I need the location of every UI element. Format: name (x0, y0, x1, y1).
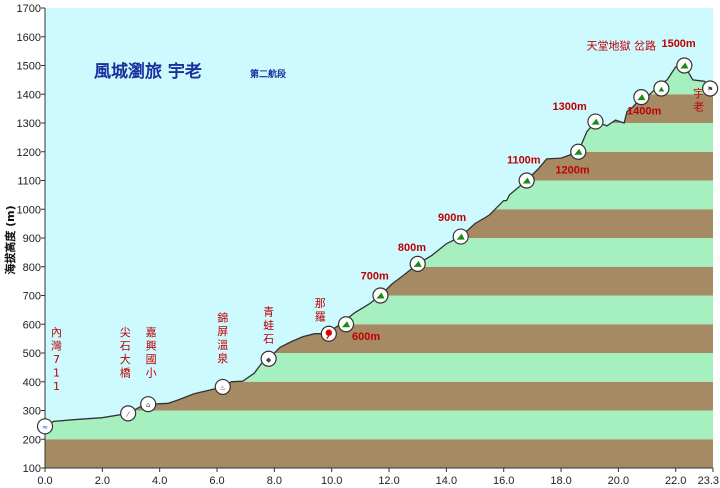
x-tick-label: 8.0 (267, 475, 282, 487)
chart-subtitle: 第二航段 (250, 68, 287, 80)
waypoint-climb-icon (570, 143, 587, 160)
waypoint-start-icon: ≈ (36, 418, 54, 435)
svg-text:⚑: ⚑ (707, 86, 713, 94)
svg-text:⛰: ⛰ (658, 86, 664, 94)
y-tick-label: 300 (23, 406, 41, 418)
altitude-label: 1100m (507, 154, 541, 166)
sky-area (45, 8, 713, 427)
svg-text:≈: ≈ (42, 423, 48, 431)
y-tick-label: 1100 (17, 176, 41, 188)
x-tick-label: 12.0 (378, 475, 399, 487)
y-tick-label: 200 (23, 434, 41, 446)
y-tick-label: 1600 (17, 32, 41, 44)
altitude-label: 600m (352, 331, 380, 343)
waypoint-climb-icon (676, 57, 693, 74)
y-tick-label: 800 (23, 262, 41, 274)
y-tick-label: 1200 (17, 147, 41, 159)
place-label: 青蛙石 (263, 306, 274, 346)
y-tick-label: 1500 (17, 61, 41, 73)
altitude-label: 700m (361, 271, 389, 283)
waypoint-rock-icon: ◆ (260, 350, 277, 367)
y-tick-label: 1700 (17, 3, 41, 15)
y-axis-label: 海拔高度 (m) (3, 205, 17, 274)
y-tick-label: 1300 (17, 118, 41, 130)
y-tick-label: 900 (23, 233, 41, 245)
x-tick-label: 2.0 (95, 475, 110, 487)
waypoint-hotspring-icon: ♨ (214, 378, 231, 396)
y-tick-label: 500 (23, 348, 41, 360)
waypoint-climb-icon (633, 89, 650, 106)
y-tick-label: 100 (23, 463, 41, 475)
waypoint-climb-icon (409, 255, 426, 272)
svg-text:⌂: ⌂ (146, 401, 150, 409)
x-tick-label: 0.0 (37, 475, 52, 487)
waypoint-climb-icon (587, 113, 604, 130)
place-label: 尖石大橋 (120, 326, 131, 380)
altitude-band (45, 439, 713, 468)
waypoint-markers: ≈ ⁄ ⌂ ♨ ◆ ⛰ ⚑ (36, 57, 719, 435)
x-tick-label: 10.0 (321, 475, 342, 487)
x-tick-label: 4.0 (152, 475, 167, 487)
place-label: 錦屏溫泉 (217, 310, 228, 365)
y-tick-label: 400 (23, 377, 41, 389)
waypoint-climb-icon (372, 287, 389, 304)
waypoint-school-icon: ⌂ (140, 396, 157, 413)
x-axis-ticks: 0.0 2.0 4.0 6.0 8.0 10.0 12.0 14.0 16.0 18.0 20.0 2… (37, 468, 719, 487)
altitude-label: 900m (438, 212, 466, 224)
waypoint-climb-icon (518, 172, 535, 189)
y-tick-label: 700 (23, 291, 41, 303)
waypoint-pin-icon (320, 325, 337, 342)
waypoint-summit-icon: ⛰ (653, 80, 670, 97)
place-label: 天堂地獄 岔路 (587, 40, 657, 53)
x-tick-label: 16.0 (493, 475, 514, 487)
svg-text:♨: ♨ (220, 384, 226, 392)
altitude-label: 1300m (553, 101, 587, 113)
place-label: 那羅 (315, 297, 326, 324)
altitude-labels: 600m 700m 800m 900m 1100m 1200m 1300m 1400m 1500… (352, 38, 696, 343)
y-tick-label: 600 (23, 319, 41, 331)
waypoint-climb-icon (337, 316, 355, 333)
x-tick-label: 18.0 (550, 475, 571, 487)
x-tick-label: 23.3 (698, 475, 719, 487)
altitude-label: 1500m (661, 38, 695, 50)
x-tick-label: 20.0 (608, 475, 629, 487)
y-tick-label: 1000 (17, 204, 41, 216)
y-axis-ticks: 100 200 300 400 500 600 700 800 900 1000 1100 1200 1… (17, 3, 45, 475)
altitude-label: 1200m (555, 164, 589, 176)
x-tick-label: 6.0 (209, 475, 224, 487)
svg-text:⁄: ⁄ (126, 410, 131, 418)
waypoint-bridge-icon: ⁄ (120, 405, 137, 422)
x-tick-label: 14.0 (436, 475, 457, 487)
elevation-profile-line (44, 64, 714, 427)
y-tick-label: 1400 (17, 89, 41, 101)
place-label: 宇老 (693, 87, 704, 114)
place-label: 內灣 7 1 1 (51, 326, 62, 393)
waypoint-climb-icon (452, 228, 469, 245)
chart-title: 風城瀏旅 宇老 (94, 61, 202, 82)
altitude-band (45, 410, 713, 440)
svg-text:◆: ◆ (266, 356, 272, 364)
waypoint-finish-icon: ⚑ (702, 80, 719, 97)
altitude-label: 1400m (627, 105, 661, 117)
x-tick-label: 22.0 (665, 475, 686, 487)
altitude-label: 800m (398, 242, 426, 254)
place-label: 嘉興國小 (146, 325, 157, 380)
